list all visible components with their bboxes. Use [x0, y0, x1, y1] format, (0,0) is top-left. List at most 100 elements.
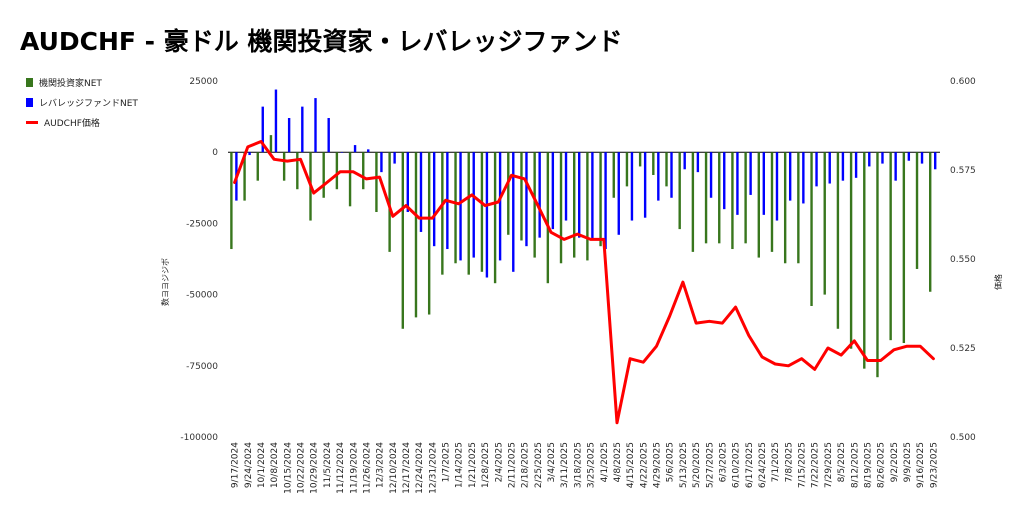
bar-leveraged [340, 152, 344, 153]
bar-institutional [915, 152, 919, 269]
x-tick-label: 11/5/2024 [323, 442, 333, 488]
bar-institutional [665, 152, 668, 187]
y-left-tick-label: -25000 [186, 219, 218, 229]
bar-institutional [520, 152, 523, 241]
x-tick-label: 8/12/2025 [850, 442, 860, 488]
bar-leveraged [353, 145, 357, 153]
x-tick-label: 7/15/2025 [798, 442, 808, 488]
x-tick-label: 8/5/2025 [837, 442, 847, 482]
bar-institutional [691, 152, 695, 252]
bar-leveraged [709, 152, 713, 198]
x-tick-label: 9/23/2025 [929, 442, 939, 488]
x-tick-label: 6/10/2025 [732, 442, 742, 488]
x-tick-label: 3/25/2025 [587, 442, 597, 488]
bar-institutional [256, 152, 259, 181]
x-tick-label: 4/1/2025 [600, 442, 610, 482]
bar-institutional [652, 152, 655, 175]
y-left-tick-label: -50000 [186, 291, 218, 301]
legend-label-price: AUDCHF価格 [44, 118, 100, 129]
bar-leveraged [274, 89, 278, 153]
bar-leveraged [881, 152, 884, 164]
x-tick-label: 12/24/2024 [415, 442, 425, 494]
legend-swatch-institutional [26, 77, 33, 87]
bar-leveraged [788, 152, 792, 201]
bar-institutional [230, 152, 233, 250]
bar-institutional [559, 152, 563, 264]
bar-institutional [335, 152, 339, 190]
bar-leveraged [367, 149, 370, 153]
bar-leveraged [498, 152, 502, 261]
bar-leveraged [287, 118, 291, 153]
y-right-tick-label: 0.575 [950, 166, 976, 176]
bar-leveraged [868, 152, 871, 167]
legend-item-price: AUDCHF価格 [26, 112, 138, 132]
bar-institutional [454, 152, 457, 264]
bar-leveraged [512, 152, 515, 272]
x-tick-label: 5/6/2025 [666, 442, 676, 482]
bar-institutional [348, 152, 352, 207]
bar-leveraged [525, 152, 528, 247]
x-tick-label: 1/28/2025 [481, 442, 491, 488]
x-tick-label: 1/7/2025 [442, 442, 452, 482]
bar-institutional [889, 152, 892, 341]
x-tick-label: 12/3/2024 [376, 442, 386, 488]
x-tick-label: 2/18/2025 [521, 442, 531, 488]
y-right-tick-label: 0.525 [950, 344, 976, 354]
y-right-tick-label: 0.500 [950, 433, 976, 443]
bar-leveraged [736, 152, 739, 215]
bar-institutional [480, 152, 484, 272]
bar-leveraged [538, 152, 541, 238]
bar-leveraged [604, 152, 607, 250]
bar-institutional [718, 152, 721, 244]
x-tick-label: 7/1/2025 [771, 442, 781, 482]
bar-leveraged [762, 152, 765, 215]
bar-institutional [731, 152, 734, 250]
bar-leveraged [406, 152, 409, 213]
bar-institutional [810, 152, 813, 306]
bar-leveraged [723, 152, 726, 210]
bar-leveraged [578, 152, 581, 238]
bar-leveraged [314, 98, 317, 153]
x-tick-label: 6/24/2025 [758, 442, 768, 488]
x-tick-label: 5/20/2025 [692, 442, 702, 488]
bar-institutional [823, 152, 826, 295]
bar-leveraged [828, 152, 831, 184]
x-tick-label: 10/8/2024 [270, 442, 280, 488]
y-left-tick-label: -100000 [180, 433, 218, 443]
bar-leveraged [854, 152, 858, 178]
bar-leveraged [327, 118, 330, 153]
x-tick-label: 6/3/2025 [718, 442, 728, 482]
bar-institutional [414, 152, 418, 318]
bar-institutional [863, 152, 866, 369]
y-left-tick-label: 0 [212, 148, 218, 158]
bar-leveraged [261, 106, 264, 153]
bar-institutional [573, 152, 576, 258]
y-left-tick-label: 25000 [189, 77, 218, 87]
x-tick-label: 1/14/2025 [455, 442, 465, 488]
bar-institutional [282, 152, 286, 181]
bar-institutional [243, 152, 246, 201]
bar-leveraged [657, 152, 660, 201]
bar-institutional [401, 152, 404, 329]
bar-institutional [849, 152, 853, 349]
y-left-axis-title: 数ヨヨジジボ [160, 258, 170, 306]
x-tick-label: 4/15/2025 [626, 442, 636, 488]
x-tick-label: 9/24/2024 [244, 442, 254, 488]
y-right-tick-label: 0.600 [950, 77, 976, 87]
x-tick-label: 11/12/2024 [336, 442, 346, 494]
bar-institutional [507, 152, 510, 235]
bar-institutional [783, 152, 787, 264]
x-tick-label: 9/16/2025 [916, 442, 926, 488]
bar-leveraged [380, 152, 383, 173]
bar-institutional [902, 152, 906, 344]
x-tick-label: 8/19/2025 [863, 442, 873, 488]
legend-item-institutional: 機関投資家NET [26, 72, 138, 92]
bar-institutional [546, 152, 550, 284]
x-tick-label: 6/17/2025 [745, 442, 755, 488]
x-tick-label: 8/26/2025 [877, 442, 887, 488]
bar-institutional [638, 152, 642, 167]
bar-institutional [770, 152, 774, 252]
bar-institutional [929, 152, 932, 292]
x-tick-label: 7/29/2025 [824, 442, 834, 488]
bar-leveraged [749, 152, 752, 195]
